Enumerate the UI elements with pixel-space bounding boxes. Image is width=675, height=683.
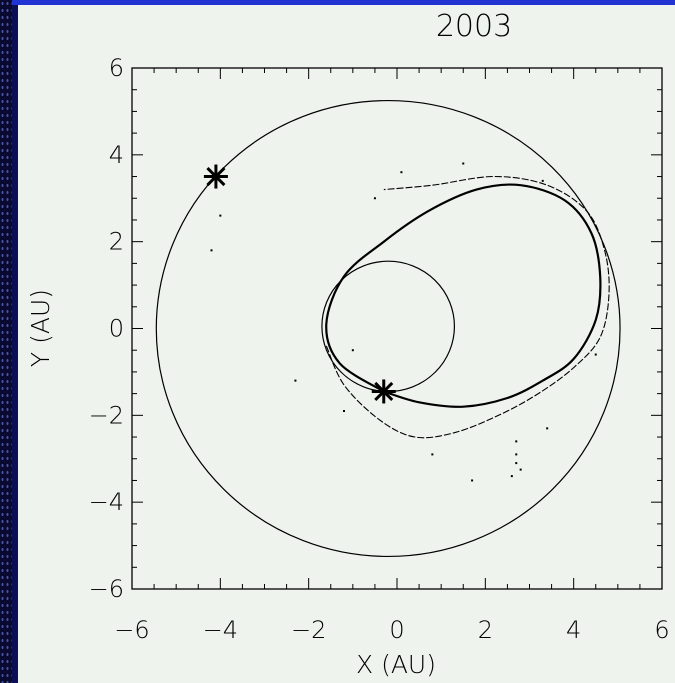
asterisk-marker-0 [203,164,228,189]
y-tick-labels: −6 −4 −2 0 2 4 6 [89,54,124,603]
window-top-border [0,0,675,5]
y-tick-label: 6 [109,54,124,82]
chart-title: 2003 [436,9,512,44]
orbit-circle-0 [155,99,621,558]
scatter-point-4 [351,349,354,352]
x-tick-label: −2 [291,616,326,644]
scatter-point-6 [515,462,518,465]
plot-panel: 2003 −6 −4 −2 0 2 4 6 −6 −4 −2 0 2 4 6 X (AU) Y (AU) [18,5,675,683]
scatter-point-15 [541,179,544,182]
asterisk-marker-1 [371,379,396,404]
scatter-point-8 [510,475,513,478]
y-tick-label: −6 [89,575,124,603]
chart-svg: 2003 −6 −4 −2 0 2 4 6 −6 −4 −2 0 2 4 6 X (AU) Y (AU) [26,9,670,679]
scatter-point-17 [471,479,474,482]
x-tick-label: 4 [566,616,581,644]
scatter-point-13 [400,171,403,174]
x-axis-label: X (AU) [356,650,436,679]
scatter-point-12 [373,197,376,200]
x-tick-label: 6 [654,616,669,644]
scatter-point-3 [294,379,297,382]
window-left-border [0,0,12,683]
scatter-point-1 [210,249,213,252]
dust-stream-inner [325,183,602,408]
scatter-point-5 [515,453,518,456]
scatter-point-0 [219,214,222,217]
y-axis-label: Y (AU) [26,289,55,367]
scatter-point-2 [343,409,345,412]
scatter-point-10 [515,440,518,443]
axes-frame [131,67,663,590]
y-tick-label: 0 [109,315,124,343]
scatter-point-9 [431,453,434,456]
scatter-point-14 [462,162,465,165]
x-tick-labels: −6 −4 −2 0 2 4 6 [114,616,669,644]
x-tick-label: 2 [478,616,493,644]
scatter-point-7 [519,468,522,471]
y-tick-label: −4 [89,488,124,516]
scatter-point-16 [594,353,597,356]
scatter-point-11 [546,427,549,430]
y-tick-label: 2 [109,228,124,256]
x-tick-label: 0 [389,616,404,644]
plot-area [155,99,621,558]
dust-stream-outer [325,175,610,439]
x-tick-label: −4 [203,616,238,644]
y-tick-label: −2 [89,401,124,429]
y-tick-label: 4 [109,141,124,169]
x-tick-label: −6 [114,616,149,644]
axis-ticks [131,67,663,590]
